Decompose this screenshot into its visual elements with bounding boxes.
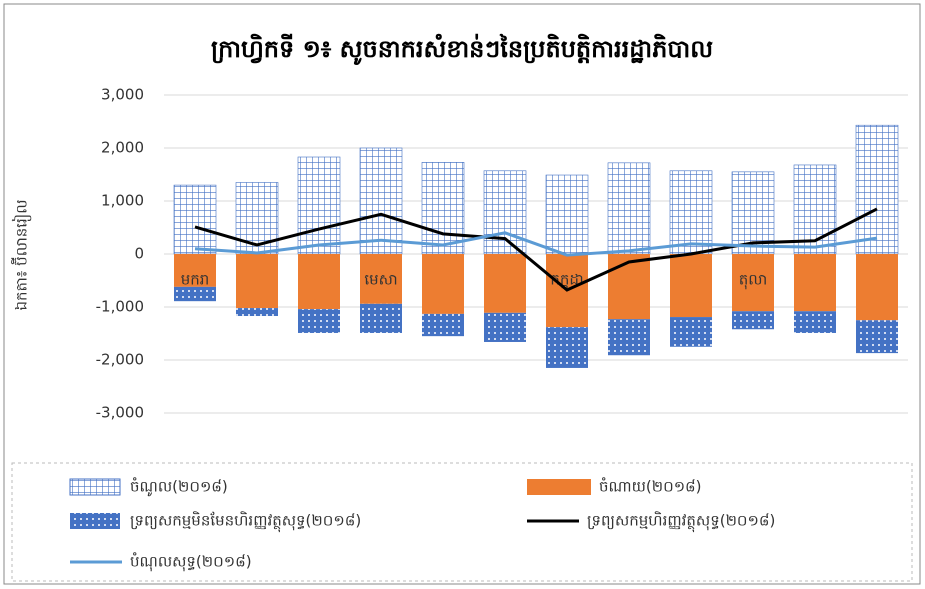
bar [607,162,651,255]
bar [670,254,712,318]
bar [856,320,898,354]
bar [174,286,216,302]
bar [731,171,775,255]
x-tick-label: តុលា [739,271,768,290]
bar [421,162,465,255]
bar [608,319,650,356]
x-tick-label: មេសា [364,271,397,289]
bar [794,254,836,312]
bar [422,254,464,314]
y-tick-label: -1,000 [96,298,144,316]
bar [174,254,216,287]
legend-box [11,462,913,582]
legend-swatch [70,513,120,529]
bar [794,311,836,333]
bar [855,124,899,255]
bar [546,327,588,368]
bar [608,254,650,320]
legend-label: ចំណូល(២០១៨) [130,477,228,497]
bar [483,170,527,255]
legend-label: ទ្រព្យសកម្មមិនមែនហិរញ្ញវត្ថុសុទ្ធ(២០១៨) [130,511,361,533]
bar [236,308,278,317]
bar [235,182,279,255]
legend-label: បំណុលសុទ្ធ(២០១៨) [130,552,252,572]
bar [359,147,403,255]
bar [360,303,402,333]
y-tick-label: 3,000 [101,86,144,104]
legend-label: ទ្រព្យសកម្មហិរញ្ញវត្ថុសុទ្ធ(២០១៨) [587,511,775,533]
bar [670,317,712,347]
legend-label: ចំណាយ(២០១៨) [599,477,702,496]
bar [856,254,898,321]
bar [732,311,774,330]
bar [297,156,341,255]
chart-title: ក្រាហ្វិកទី ១៖ សូចនាករសំខាន់ៗនៃប្រតិបត្ត… [211,33,713,66]
bar [732,254,774,312]
bar [298,254,340,310]
bar [236,254,278,309]
bar [422,313,464,337]
bar [484,312,526,342]
y-axis-label: ឯកតា៖ ប៊ីលានរៀល [11,199,32,310]
bar [484,254,526,313]
y-tick-label: 0 [134,245,144,263]
legend-swatch [69,478,121,496]
line [194,207,878,292]
bar [545,174,589,255]
line [194,231,878,257]
y-tick-label: 1,000 [101,192,144,210]
legend-swatch [527,479,591,495]
y-tick-label: -3,000 [96,404,144,422]
bar [669,170,713,255]
bar [298,309,340,333]
x-tick-label: មករា [181,271,210,289]
y-tick-label: 2,000 [101,139,144,157]
bar [360,254,402,304]
y-tick-label: -2,000 [96,351,144,369]
bar [173,184,217,255]
